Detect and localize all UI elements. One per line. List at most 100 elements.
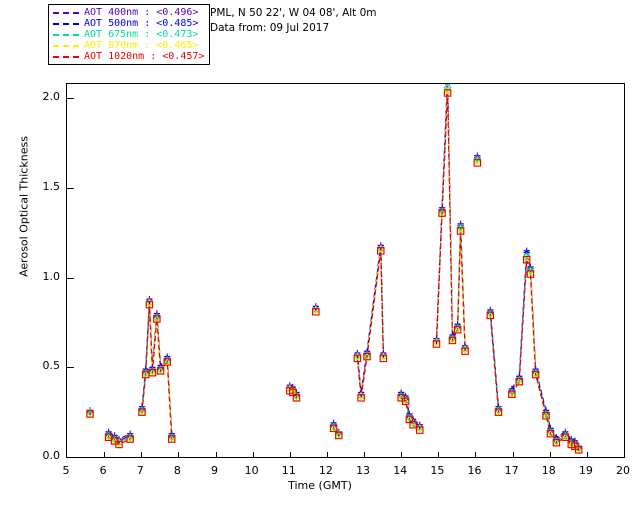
x-tick-14 (401, 451, 403, 458)
marker-square (542, 412, 550, 420)
marker-triangle (156, 366, 165, 375)
series-line (356, 247, 384, 395)
legend-label: AOT 1020nm : <0.457> (84, 50, 205, 62)
marker-square (156, 367, 165, 375)
markers-AOT-870nm (85, 86, 583, 453)
plot-header: PML, N 50 22', W 04 08', Alt 0m Data fro… (210, 6, 377, 36)
legend-label: AOT 400nm : <0.496> (84, 6, 199, 18)
markers-AOT-500nm (86, 84, 582, 452)
markers-AOT-1020nm (86, 89, 583, 454)
x-tick-label-20: 20 (616, 464, 630, 477)
x-tick-label-19: 19 (578, 464, 593, 477)
series-line (356, 248, 384, 397)
marker-triangle (522, 253, 531, 262)
x-tick-label-10: 10 (244, 464, 259, 477)
series-line (435, 84, 466, 346)
x-tick-label-6: 6 (99, 464, 107, 477)
legend: AOT 400nm : <0.496> AOT 500nm : <0.485> AO… (48, 4, 211, 65)
marker-square (526, 270, 535, 278)
x-tick-7 (141, 451, 143, 458)
marker-triangle (110, 436, 119, 444)
marker-triangle (292, 393, 301, 401)
marker-triangle (356, 391, 366, 400)
marker-square (138, 408, 146, 416)
marker-triangle (152, 314, 161, 323)
x-tick-label-13: 13 (356, 464, 371, 477)
x-tick-label-5: 5 (62, 464, 70, 477)
marker-square (145, 300, 154, 309)
marker-triangle (460, 345, 470, 353)
marker-square (163, 358, 172, 366)
legend-item-1020nm: AOT 1020nm : <0.457> (53, 51, 204, 62)
legend-item-500nm: AOT 500nm : <0.485> (53, 18, 204, 29)
markers-AOT-675nm (86, 84, 583, 453)
marker-square (292, 394, 301, 402)
y-tick-label-1.5: 1.5 (42, 180, 61, 193)
marker-triangle (353, 352, 362, 360)
x-tick-13 (364, 451, 366, 458)
legend-label: AOT 500nm : <0.485> (84, 17, 199, 29)
marker-square (153, 315, 161, 323)
marker-diamond (456, 223, 465, 232)
marker-triangle (494, 407, 503, 416)
x-tick-9 (215, 451, 217, 458)
marker-triangle (437, 208, 447, 217)
marker-triangle (448, 336, 457, 344)
marker-square (126, 435, 134, 443)
x-tick-label-9: 9 (211, 464, 219, 477)
marker-triangle (145, 298, 154, 306)
marker-triangle (507, 389, 516, 398)
marker-square (443, 89, 452, 97)
legend-item-675nm: AOT 675nm : <0.473> (53, 29, 204, 40)
marker-triangle (137, 407, 147, 416)
marker-triangle (397, 393, 406, 401)
marker-triangle (334, 431, 343, 439)
legend-item-870nm: AOT 870nm : <0.465> (53, 40, 204, 51)
marker-square (546, 429, 555, 438)
header-line-1: PML, N 50 22', W 04 08', Alt 0m (210, 7, 377, 19)
x-tick-label-12: 12 (318, 464, 333, 477)
marker-triangle (415, 423, 424, 432)
marker-square (312, 307, 320, 316)
marker-triangle (379, 352, 388, 360)
x-tick-6 (104, 451, 106, 458)
y-tick-label-0.5: 0.5 (42, 359, 61, 373)
marker-triangle (408, 420, 418, 428)
marker-triangle (148, 368, 157, 376)
series-line (141, 304, 173, 440)
marker-square (531, 370, 540, 379)
marker-square (115, 440, 123, 449)
marker-square (335, 431, 343, 440)
marker-square (363, 352, 371, 361)
y-tick-label-1: 1.0 (42, 269, 61, 283)
x-tick-label-7: 7 (136, 464, 144, 477)
marker-triangle (473, 156, 482, 165)
marker-square (379, 354, 388, 363)
marker-triangle (163, 357, 172, 366)
marker-square (574, 446, 583, 454)
plot-canvas (85, 84, 583, 454)
header-line-2: Data from: 09 Jul 2017 (210, 22, 330, 34)
x-tick-15 (438, 451, 440, 458)
marker-triangle (552, 438, 561, 446)
x-tick-11 (289, 451, 291, 458)
x-tick-label-16: 16 (467, 464, 482, 477)
x-tick-8 (178, 451, 180, 458)
marker-triangle (85, 409, 95, 418)
marker-triangle (541, 411, 551, 419)
x-tick-label-15: 15 (430, 464, 445, 477)
plot-frame (66, 83, 625, 458)
markers-AOT-400nm (86, 152, 582, 450)
marker-square (377, 247, 385, 255)
y-tick-1.5 (66, 188, 74, 189)
marker-square (148, 368, 157, 377)
x-tick-10 (252, 451, 254, 458)
legend-dash-icon (53, 22, 79, 25)
marker-square (438, 209, 446, 217)
series-line (356, 248, 384, 397)
marker-triangle (311, 305, 320, 314)
x-tick-18 (549, 451, 551, 458)
marker-square (494, 408, 503, 416)
series-line (511, 257, 580, 451)
marker-triangle (362, 352, 372, 360)
